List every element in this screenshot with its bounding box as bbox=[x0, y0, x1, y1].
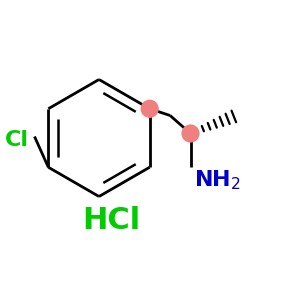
Text: Cl: Cl bbox=[4, 130, 28, 149]
Circle shape bbox=[141, 100, 158, 117]
Text: HCl: HCl bbox=[82, 206, 140, 235]
Text: NH$_2$: NH$_2$ bbox=[194, 168, 241, 192]
Circle shape bbox=[182, 125, 199, 142]
